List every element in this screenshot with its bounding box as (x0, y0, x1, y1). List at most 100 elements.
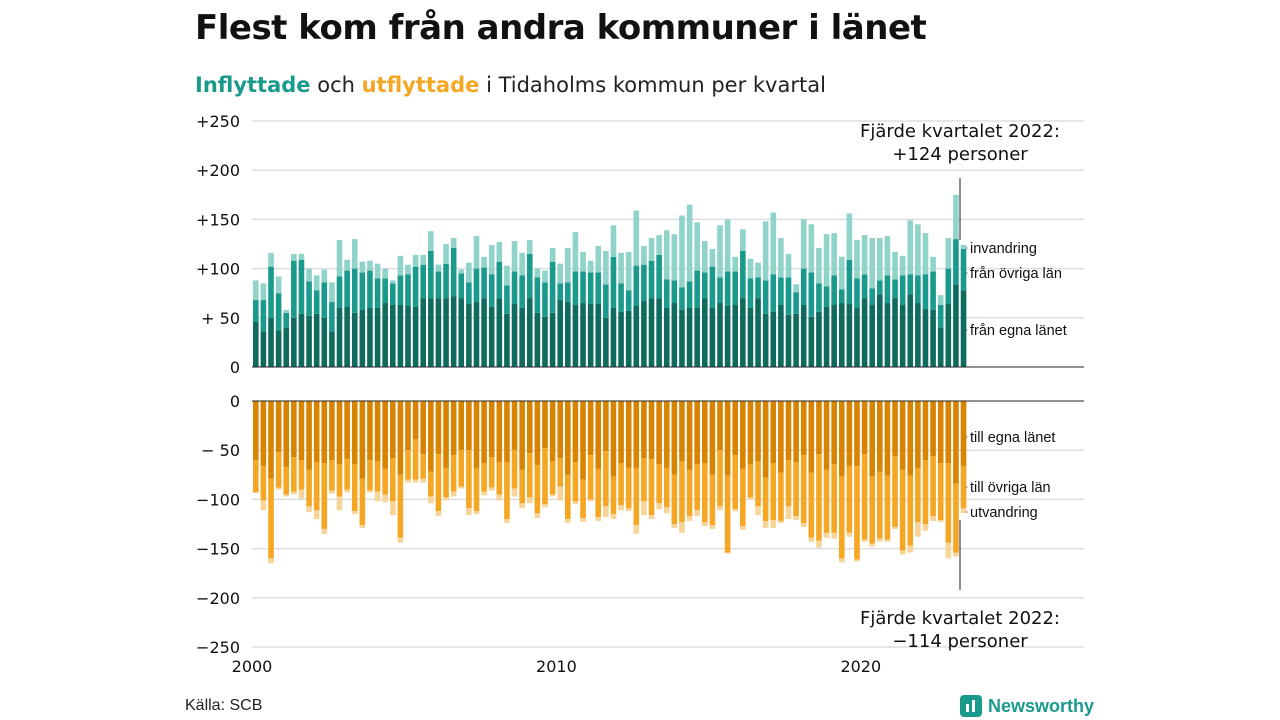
bar-out (732, 455, 739, 510)
annotation-top-line2: +124 personer (892, 144, 1028, 165)
bar-out (458, 401, 465, 451)
bar-out (587, 499, 594, 502)
bar-in (869, 288, 876, 306)
bar-in (945, 238, 952, 269)
bar-in (724, 305, 731, 367)
series-label: från egna länet (970, 323, 1067, 339)
bar-in (473, 236, 480, 269)
bar-in (793, 284, 799, 293)
bar-out (481, 401, 487, 463)
bar-in (580, 271, 586, 304)
bar-in (298, 259, 305, 314)
bar-in (937, 327, 944, 367)
bar-out (405, 479, 411, 483)
bar-in (496, 298, 503, 367)
bar-in (565, 282, 571, 303)
bar-in (313, 275, 320, 291)
bar-in (793, 313, 799, 367)
bar-in (466, 282, 472, 305)
y-tick-label: +150 (196, 210, 240, 229)
bar-in (291, 317, 297, 367)
bar-out (435, 401, 442, 455)
bar-out (359, 401, 366, 479)
bar-in (382, 268, 388, 279)
bar-out (336, 401, 343, 464)
bar-in (565, 247, 571, 283)
bar-in (816, 311, 822, 367)
bar-out (549, 401, 556, 462)
bar-out (785, 506, 792, 520)
bar-in (268, 266, 274, 318)
bar-in (587, 304, 594, 367)
bar-in (603, 250, 609, 285)
bar-in (511, 271, 518, 305)
bar-in (755, 277, 761, 299)
bar-in (283, 327, 290, 367)
bar-out (336, 496, 343, 511)
bar-out (960, 465, 967, 509)
bar-out (367, 490, 373, 493)
bar-out (625, 467, 632, 509)
bar-out (778, 401, 784, 473)
bar-out (481, 462, 487, 492)
bar-in (603, 284, 609, 318)
bar-out (595, 468, 602, 518)
bar-out (450, 401, 457, 456)
bar-out (701, 462, 708, 523)
bar-out (291, 457, 297, 492)
bar-out (519, 503, 525, 509)
bar-out (306, 469, 312, 507)
brand-logo[interactable]: Newsworthy (960, 692, 1094, 720)
bar-in (275, 330, 282, 367)
bar-in (907, 274, 914, 295)
bar-in (770, 274, 777, 312)
bar-in (458, 298, 465, 367)
bar-out (618, 505, 624, 511)
bar-out (496, 462, 503, 495)
bar-out (351, 401, 358, 464)
bar-out (854, 559, 860, 562)
bar-out (526, 401, 533, 454)
bar-out (275, 452, 282, 488)
bar-out (686, 401, 693, 470)
bar-out (960, 508, 967, 514)
bar-in (481, 267, 487, 299)
bar-in (351, 268, 358, 313)
bar-out (557, 486, 563, 501)
bar-out (846, 465, 853, 533)
bar-in (321, 282, 328, 318)
bar-in (587, 260, 594, 273)
subtitle-inflow-label: Inflyttade (195, 73, 311, 97)
bar-out (298, 401, 305, 461)
bar-out (686, 516, 693, 522)
bar-in (428, 298, 434, 367)
bar-out (800, 401, 807, 456)
bar-out (481, 491, 487, 496)
bar-out (922, 524, 929, 531)
bar-out (861, 454, 868, 540)
x-tick-label: 2010 (536, 657, 577, 676)
bar-out (466, 401, 472, 451)
bar-in (374, 263, 381, 279)
bar-out (351, 463, 358, 512)
bar-in (625, 310, 632, 367)
bar-out (412, 401, 419, 440)
bar-in (253, 300, 259, 322)
bar-in (283, 309, 290, 313)
bar-in (466, 304, 472, 367)
bar-out (313, 401, 320, 463)
bar-out (565, 474, 571, 520)
bar-in (504, 313, 510, 367)
bar-out (275, 401, 282, 453)
bar-out (374, 401, 381, 462)
bar-out (953, 552, 959, 557)
bar-in (260, 283, 267, 301)
bar-out (412, 439, 419, 480)
bar-out (747, 463, 754, 498)
bar-out (603, 506, 609, 518)
bar-out (671, 401, 678, 475)
bar-out (253, 401, 259, 461)
chart-title: Flest kom från andra kommuner i länet (195, 8, 927, 48)
bar-in (473, 302, 480, 367)
